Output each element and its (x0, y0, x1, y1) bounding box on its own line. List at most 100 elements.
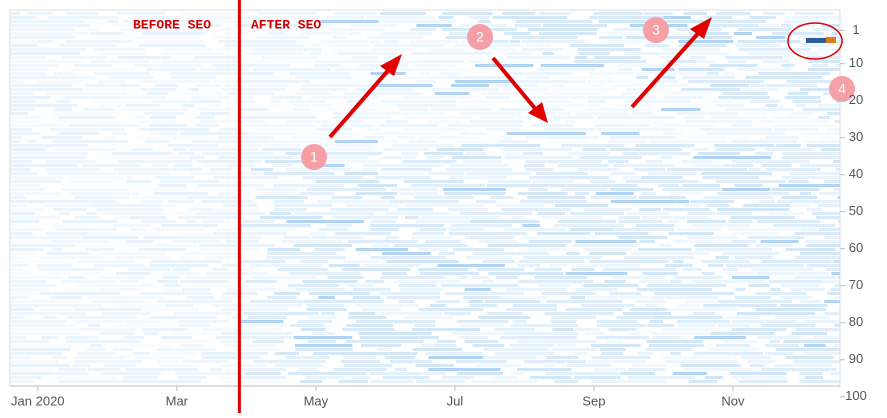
heat-stripe (220, 364, 266, 367)
heat-stripe (225, 44, 303, 47)
heat-stripe (575, 240, 636, 243)
heat-stripe (109, 76, 155, 79)
heat-stripe (133, 352, 151, 355)
heat-stripe (717, 208, 789, 211)
heat-stripe (557, 76, 613, 79)
heat-stripe (178, 320, 229, 323)
heat-stripe (10, 104, 78, 107)
heat-stripe (294, 336, 353, 339)
heat-stripe (10, 148, 46, 151)
heat-stripe (431, 108, 492, 111)
heat-stripe (741, 356, 771, 359)
heat-stripe (44, 316, 57, 319)
heat-stripe (449, 228, 484, 231)
heat-stripe (401, 128, 468, 131)
heat-stripe (638, 352, 654, 355)
heat-stripe (793, 360, 840, 363)
heat-stripe (248, 132, 296, 135)
heat-stripe (669, 308, 739, 311)
heat-stripe (670, 280, 681, 283)
heat-stripe (160, 340, 209, 343)
heat-stripe (315, 180, 379, 183)
heat-stripe (732, 320, 796, 323)
heat-stripe (611, 276, 665, 279)
heat-stripe (381, 100, 456, 103)
heat-stripe (168, 200, 194, 203)
heat-stripe (835, 324, 840, 327)
heat-stripe (410, 40, 458, 43)
heat-stripe (761, 240, 799, 243)
heat-stripe (716, 148, 756, 151)
heat-stripe (414, 196, 474, 199)
heat-stripe (256, 112, 315, 115)
heat-stripe (696, 248, 772, 251)
heat-stripe (399, 192, 438, 195)
heat-stripe (641, 192, 656, 195)
heat-stripe (684, 12, 708, 15)
heat-stripe (821, 148, 840, 151)
heat-stripe (451, 84, 489, 87)
heat-stripe (293, 104, 333, 107)
heat-stripe (507, 132, 586, 135)
heat-stripe (10, 284, 56, 287)
heat-stripe (570, 212, 624, 215)
heat-stripe (627, 212, 670, 215)
heat-stripe (610, 188, 653, 191)
heat-stripe (547, 100, 571, 103)
heat-stripe (631, 252, 710, 255)
heat-stripe (352, 56, 379, 59)
heat-stripe (272, 96, 302, 99)
heat-stripe (540, 120, 557, 123)
heat-stripe (450, 164, 508, 167)
heat-stripe (640, 240, 655, 243)
heat-stripe (391, 188, 437, 191)
heat-stripe (136, 120, 177, 123)
heat-stripe (159, 184, 187, 187)
heat-stripe (141, 200, 163, 203)
heat-stripe (707, 204, 729, 207)
heat-stripe (513, 320, 527, 323)
heat-stripe (144, 112, 185, 115)
heat-stripe (420, 72, 430, 75)
heat-stripe (761, 120, 829, 123)
heat-stripe (64, 328, 137, 331)
heat-stripe (358, 252, 370, 255)
heat-stripe (53, 148, 115, 151)
heat-stripe (465, 340, 499, 343)
heat-stripe (595, 124, 650, 127)
heat-stripe (239, 260, 285, 263)
heat-stripe (382, 252, 431, 255)
heat-stripe (62, 56, 107, 59)
heat-stripe (641, 176, 683, 179)
heat-stripe (658, 184, 679, 187)
heat-stripe (10, 372, 89, 375)
heat-stripe (737, 312, 815, 315)
heat-stripe (619, 236, 668, 239)
heat-stripe (285, 120, 330, 123)
heat-stripe (382, 20, 456, 23)
heat-stripe (69, 124, 138, 127)
heat-stripe (610, 136, 676, 139)
heat-stripe (444, 292, 523, 295)
heat-stripe (53, 140, 129, 143)
heat-stripe (706, 132, 785, 135)
heat-stripe (321, 40, 381, 43)
heat-stripe (253, 360, 325, 363)
heat-stripe (202, 352, 268, 355)
heat-stripe (725, 56, 782, 59)
heat-stripe (693, 164, 725, 167)
heat-stripe (606, 340, 621, 343)
heat-stripe (485, 96, 510, 99)
heat-stripe (579, 156, 642, 159)
heat-stripe (139, 248, 186, 251)
heat-stripe (449, 176, 506, 179)
heat-stripe (694, 148, 708, 151)
heat-stripe (806, 144, 840, 147)
heat-stripe (636, 300, 665, 303)
heat-stripe (549, 264, 567, 267)
heat-stripe (424, 152, 463, 155)
heat-stripe (236, 80, 310, 83)
heat-stripe (295, 92, 331, 95)
heat-stripe (477, 268, 525, 271)
heat-stripe (98, 52, 146, 55)
